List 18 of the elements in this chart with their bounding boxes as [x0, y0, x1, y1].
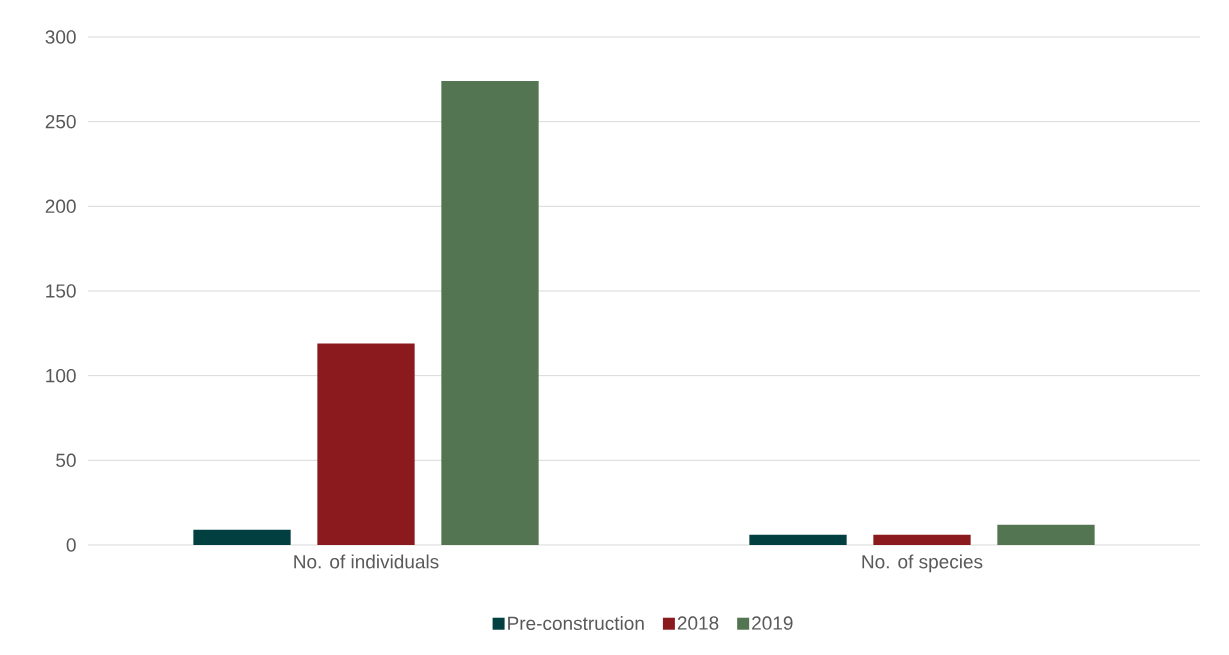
bar	[317, 343, 415, 545]
y-tick-label: 200	[45, 199, 76, 214]
y-tick-label: 50	[56, 453, 76, 468]
bar	[749, 534, 847, 545]
bar	[193, 529, 291, 545]
y-tick-label: 0	[66, 538, 76, 552]
bar	[873, 534, 971, 545]
y-tick-label: 300	[45, 30, 76, 44]
y-tick-label: 100	[46, 368, 76, 383]
x-tick-label: No. of individuals	[294, 554, 439, 569]
bar	[997, 524, 1095, 545]
legend-label: 2019	[752, 616, 793, 630]
legend-label: Pre-construction	[508, 616, 644, 631]
bar	[441, 81, 539, 545]
x-tick-label: No. of species	[862, 554, 983, 573]
y-tick-label: 150	[46, 284, 76, 298]
y-tick-label: 250	[45, 114, 76, 129]
legend-label: 2018	[677, 616, 719, 630]
